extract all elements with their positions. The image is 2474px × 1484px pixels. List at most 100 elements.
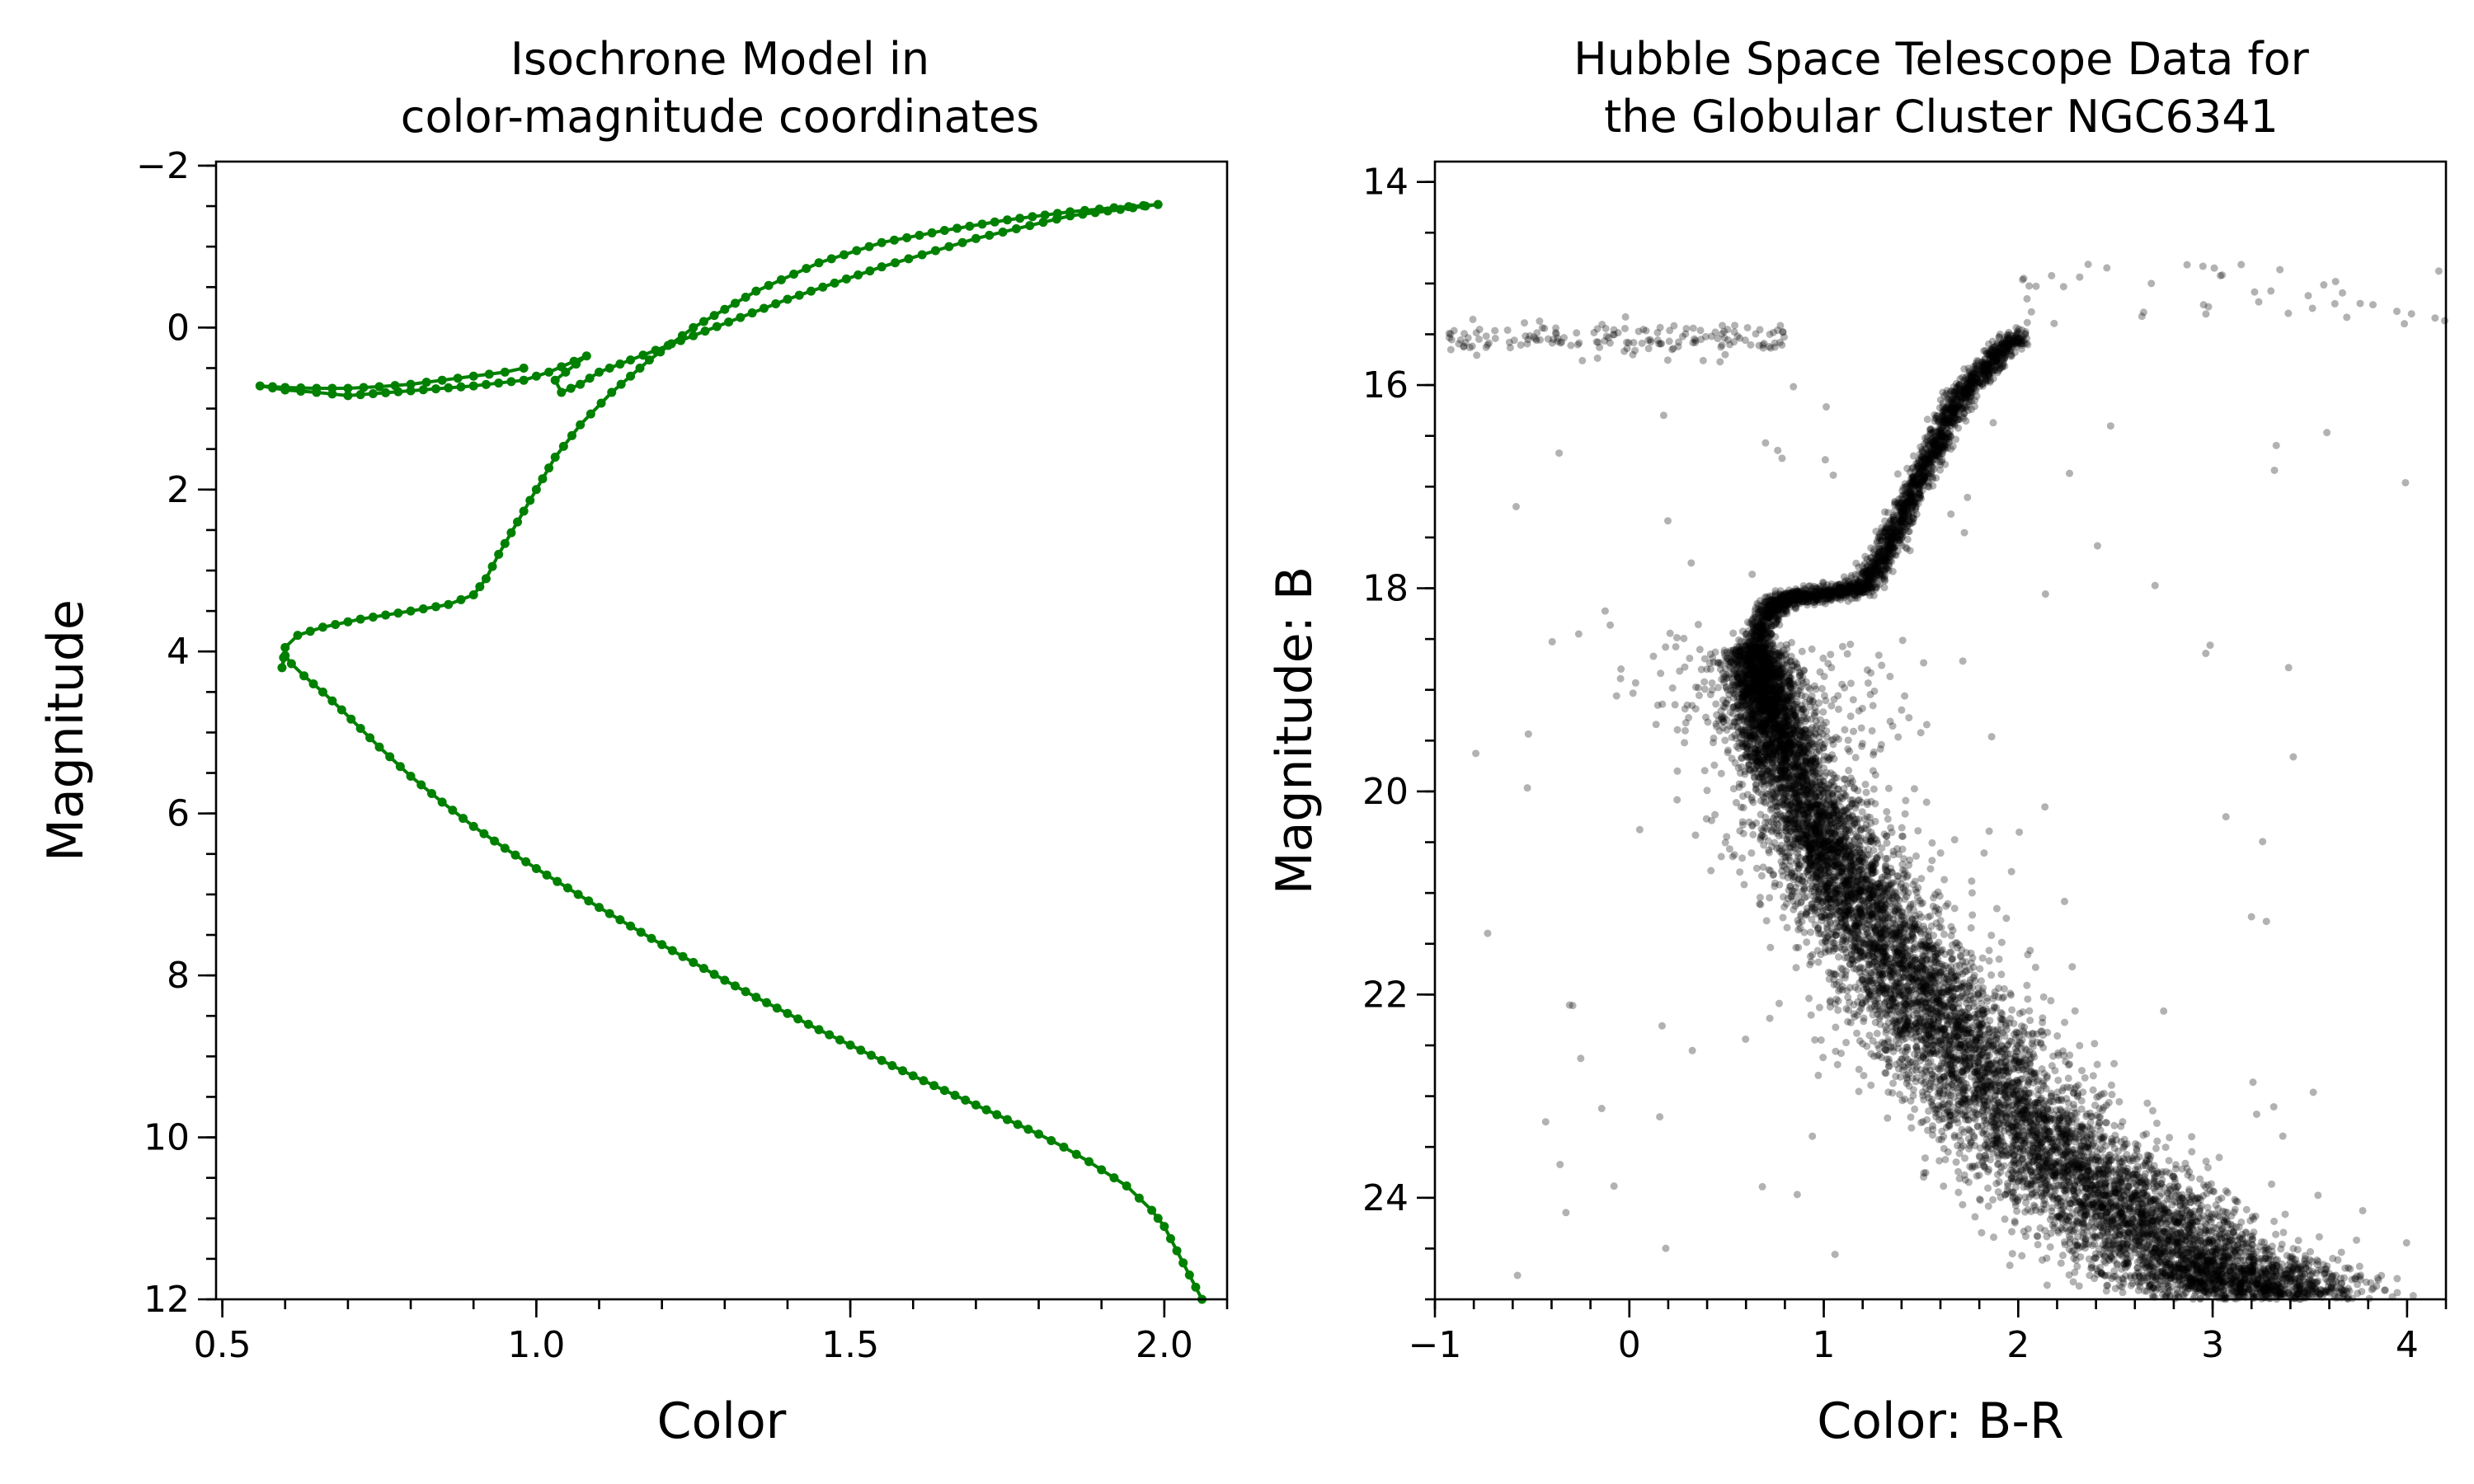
star-point (2276, 1266, 2284, 1274)
star-point (2133, 1264, 2142, 1272)
isochrone-point (762, 998, 772, 1007)
isochrone-point (416, 780, 426, 790)
isochrone-point (615, 359, 625, 369)
star-point (1922, 1063, 1931, 1071)
isochrone-point (519, 375, 529, 385)
isochrone-point (553, 876, 562, 886)
star-point (2101, 1271, 2109, 1280)
star-point (1884, 1062, 1893, 1070)
isochrone-point (720, 304, 730, 314)
isochrone-point (981, 1105, 991, 1115)
star-point (2323, 1286, 2331, 1294)
star-point (2108, 1091, 2116, 1099)
isochrone-point (771, 299, 781, 308)
isochrone-point (558, 441, 568, 451)
star-point (2103, 1119, 2111, 1127)
star-point (2184, 1275, 2192, 1283)
isochrone-point (825, 1030, 835, 1040)
star-point (1884, 1114, 1892, 1122)
star-point (2043, 1281, 2051, 1289)
star-point (2100, 1257, 2108, 1266)
star-point (2119, 1118, 2127, 1126)
isochrone-point (1191, 1282, 1201, 1292)
star-point (1950, 1133, 1959, 1141)
star-point (2184, 1281, 2192, 1289)
isochrone-point (929, 1081, 939, 1091)
isochrone-point (709, 970, 719, 979)
star-point (2033, 1030, 2041, 1038)
star-point (2189, 1275, 2198, 1284)
star-point (2197, 1266, 2205, 1275)
star-point (2227, 1279, 2236, 1287)
star-point (2273, 1284, 2281, 1293)
star-point (2152, 1276, 2160, 1284)
isochrone-point (317, 687, 327, 697)
isochrone-point (1084, 1157, 1094, 1167)
star-point (1907, 1097, 1915, 1105)
star-point (2179, 1290, 2187, 1298)
star-point (2163, 1277, 2171, 1285)
star-point (2148, 1106, 2157, 1115)
isochrone-series (255, 200, 1207, 1304)
star-point (2216, 1266, 2224, 1275)
star-point (2236, 1265, 2244, 1273)
star-point (2152, 1119, 2161, 1127)
isochrone-point (468, 381, 478, 391)
star-point (2208, 1286, 2216, 1294)
star-point (2286, 1257, 2294, 1266)
isochrone-point (381, 387, 391, 397)
star-point (2110, 1121, 2119, 1129)
star-point (2034, 1241, 2042, 1249)
star-point (2340, 1274, 2349, 1282)
isochrone-point (712, 322, 722, 331)
isochrone-point (789, 270, 799, 279)
isochrone-point (852, 246, 862, 256)
star-point (2217, 1282, 2225, 1290)
star-point (2192, 1278, 2200, 1286)
star-point (2253, 1279, 2261, 1287)
isochrone-point (293, 631, 303, 641)
star-point (2274, 1279, 2283, 1287)
x-tick-label: 1.0 (507, 1324, 565, 1366)
star-point (2190, 1277, 2199, 1285)
star-point (1976, 1144, 1984, 1153)
star-point (2007, 1161, 2015, 1169)
isochrone-point (930, 246, 940, 256)
star-point (2278, 1280, 2286, 1288)
isochrone-point (741, 293, 750, 303)
star-point (2208, 1282, 2217, 1290)
isochrone-point (845, 1040, 855, 1050)
isochrone-point (431, 602, 441, 612)
isochrone-point (490, 836, 500, 846)
isochrone-point (453, 373, 463, 383)
star-point (2119, 1289, 2127, 1297)
star-point (2219, 1268, 2227, 1276)
isochrone-point (418, 604, 428, 614)
star-point (1983, 997, 1992, 1005)
isochrone-point (689, 957, 698, 967)
star-point (2213, 1270, 2221, 1279)
star-point (1973, 1172, 1981, 1180)
star-point (2222, 1186, 2230, 1195)
star-point (2236, 1287, 2245, 1295)
star-point (2021, 1193, 2030, 1201)
isochrone-point (437, 375, 447, 385)
star-point (2191, 1271, 2199, 1280)
star-point (2251, 1280, 2260, 1289)
isochrone-point (1002, 1115, 1012, 1125)
star-point (1966, 1141, 1974, 1149)
x-tick-label: 1.5 (821, 1324, 879, 1366)
isochrone-point (542, 870, 552, 880)
star-point (2227, 1212, 2236, 1220)
star-point (2184, 1225, 2192, 1233)
isochrone-point (678, 951, 688, 961)
star-point (2148, 1292, 2157, 1300)
star-point (2190, 1292, 2199, 1300)
star-point (2204, 1275, 2212, 1284)
isochrone-point (431, 384, 441, 394)
isochrone-point (814, 1025, 824, 1035)
hst-cluster-chart: Hubble Space Telescope Data for the Glob… (1266, 33, 2448, 1450)
star-point (2188, 1268, 2196, 1276)
star-point (2246, 1269, 2254, 1277)
isochrone-point (368, 389, 378, 399)
